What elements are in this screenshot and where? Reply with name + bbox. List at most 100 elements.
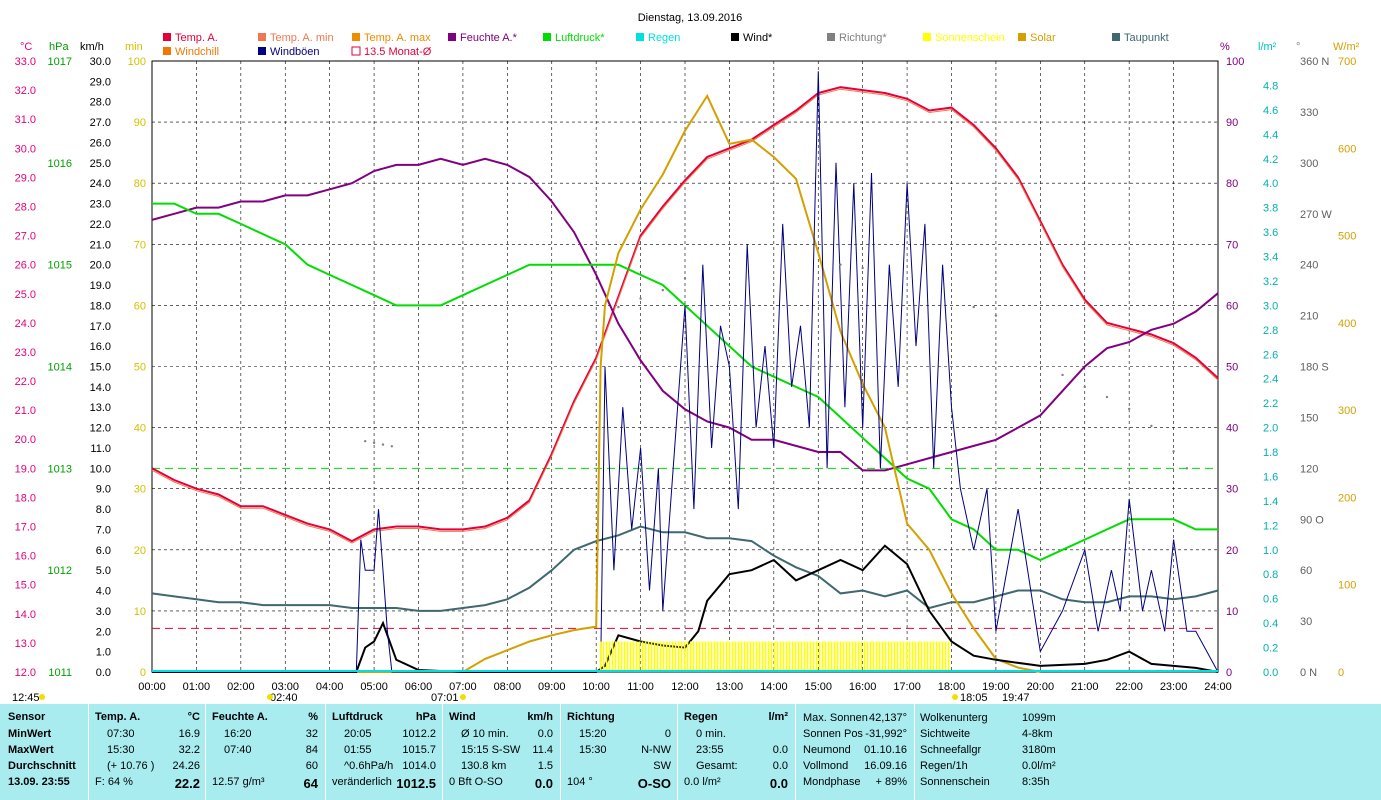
wind-tick-label: 7.0 (96, 524, 111, 536)
statistics-panel: Sensor MinWert MaxWert Durchschnitt 13.09. 2… (0, 704, 1381, 800)
legend-swatch (351, 46, 361, 56)
legend-label: Sonnenschein (935, 32, 1005, 44)
legend-label: Windböen (270, 46, 320, 58)
panel-astro-value: 16.09.16 (864, 760, 907, 772)
marker-left-time: 12:45 (12, 692, 40, 704)
temp-tick-label: 16.0 (15, 551, 36, 563)
direction-point (861, 266, 864, 270)
rain-tick-label: 3.0 (1263, 300, 1278, 312)
legend-swatch (636, 33, 644, 41)
x-tick-label: 24:00 (1204, 681, 1232, 693)
panel-astro-value: 42,137° (868, 712, 907, 724)
panel-astro-value: 01.10.16 (864, 744, 907, 756)
temp-tick-label: 20.0 (15, 434, 36, 446)
x-tick-label: 07:00 (449, 681, 477, 693)
temp-tick-label: 12.0 (15, 667, 36, 679)
pressure-tick-label: 1013 (48, 463, 72, 475)
x-tick-label: 04:00 (316, 681, 344, 693)
wind-tick-label: 18.0 (90, 300, 111, 312)
direction-tick-label: 120 (1300, 463, 1318, 475)
panel-astro-label: Sonnen Pos (803, 728, 863, 740)
wind-tick-label: 25.0 (90, 158, 111, 170)
series-line (151, 157, 1219, 472)
rain-axis-unit: l/m² (1258, 41, 1277, 53)
panel-value-label: 07:40 (224, 744, 252, 756)
direction-tick-label: 60 (1300, 565, 1312, 577)
direction-point (1083, 385, 1086, 389)
panel-header: Wind (449, 711, 476, 723)
sun-tick-label: 50 (134, 362, 146, 374)
x-tick-label: 15:00 (804, 681, 832, 693)
direction-tick-label: 210 (1300, 311, 1318, 323)
panel-weather-value: 4-8km (1022, 728, 1053, 740)
wind-tick-label: 13.0 (90, 402, 111, 414)
panel-value-label: ^0.6hPa/h (344, 760, 394, 772)
axis-units: °C hPa km/h min % l/m² ° W/m² (20, 41, 1360, 53)
sun-marker-icon (39, 694, 45, 700)
direction-point (639, 297, 642, 300)
sun-tick-label: 90 (134, 117, 146, 129)
sun-tick-label: 100 (128, 56, 146, 68)
wind-tick-label: 23.0 (90, 199, 111, 211)
sun-tick-label: 70 (134, 239, 146, 251)
panel-value-label: 0 Bft O-SO (449, 776, 503, 788)
legend-label: Luftdruck* (555, 32, 605, 44)
x-tick-label: 16:00 (849, 681, 877, 693)
temp-tick-label: 30.0 (15, 143, 36, 155)
rain-tick-label: 0.0 (1263, 667, 1278, 679)
x-tick-label: 19:00 (982, 681, 1010, 693)
humidity-tick-label: 80 (1226, 178, 1238, 190)
panel-value: 22.2 (174, 776, 200, 791)
series-line (151, 86, 1219, 543)
wind-tick-label: 27.0 (90, 117, 111, 129)
panel-astro-label: Max. Sonnen (803, 712, 868, 724)
x-tick-label: 14:00 (760, 681, 788, 693)
wind-tick-label: 12.0 (90, 423, 111, 435)
sun-tick-label: 10 (134, 606, 146, 618)
sun-tick-label: 60 (134, 300, 146, 312)
direction-tick-label: 270 W (1300, 209, 1332, 221)
legend-swatch (163, 33, 171, 41)
marker-sunrise2-time: 07:01 (431, 692, 459, 704)
x-tick-label: 10:00 (582, 681, 610, 693)
legend-label: Solar (1030, 32, 1056, 44)
solar-tick-label: 500 (1338, 231, 1356, 243)
panel-weather-label: Sonnenschein (920, 776, 990, 788)
panel-value-label: 15:20 (579, 728, 607, 740)
panel-row-label: 13.09. 23:55 (8, 776, 70, 788)
solar-tick-label: 600 (1338, 143, 1356, 155)
pressure-tick-label: 1016 (48, 158, 72, 170)
direction-axis-unit: ° (1296, 41, 1300, 53)
panel-value-label: 07:30 (107, 728, 135, 740)
x-tick-label: 06:00 (405, 681, 433, 693)
humidity-tick-label: 60 (1226, 300, 1238, 312)
legend-swatch (258, 47, 266, 55)
rain-tick-label: 2.2 (1263, 398, 1278, 410)
rain-tick-label: 2.4 (1263, 374, 1278, 386)
panel-header: Temp. A. (95, 711, 141, 723)
panel-value: 84 (305, 744, 318, 756)
temp-tick-label: 19.0 (15, 463, 36, 475)
wind-tick-label: 5.0 (96, 565, 111, 577)
panel-value-label: 0.0 l/m² (684, 776, 721, 788)
panel-value-label: 15:15 S-SW (461, 744, 521, 756)
panel-value: 0 (664, 728, 671, 740)
direction-point (364, 439, 367, 443)
panel-value-label: Gesamt: (696, 760, 738, 772)
x-tick-label: 22:00 (1115, 681, 1143, 693)
x-tick-label: 17:00 (893, 681, 921, 693)
pressure-tick-label: 1017 (48, 56, 72, 68)
sun-tick-label: 20 (134, 545, 146, 557)
x-tick-label: 11:00 (627, 681, 654, 693)
panel-value: 32.2 (178, 744, 200, 756)
legend-label: Temp. A. min (270, 32, 334, 44)
wind-tick-label: 2.0 (96, 626, 111, 638)
rain-tick-label: 4.8 (1263, 80, 1278, 92)
series-layer (151, 71, 1219, 673)
legend-label: Temp. A. max (364, 32, 431, 44)
temp-tick-label: 25.0 (15, 289, 36, 301)
x-tick-label: 09:00 (538, 681, 566, 693)
direction-point (994, 314, 998, 317)
rain-tick-label: 4.0 (1263, 178, 1278, 190)
panel-value-label: 104 ° (567, 776, 593, 788)
